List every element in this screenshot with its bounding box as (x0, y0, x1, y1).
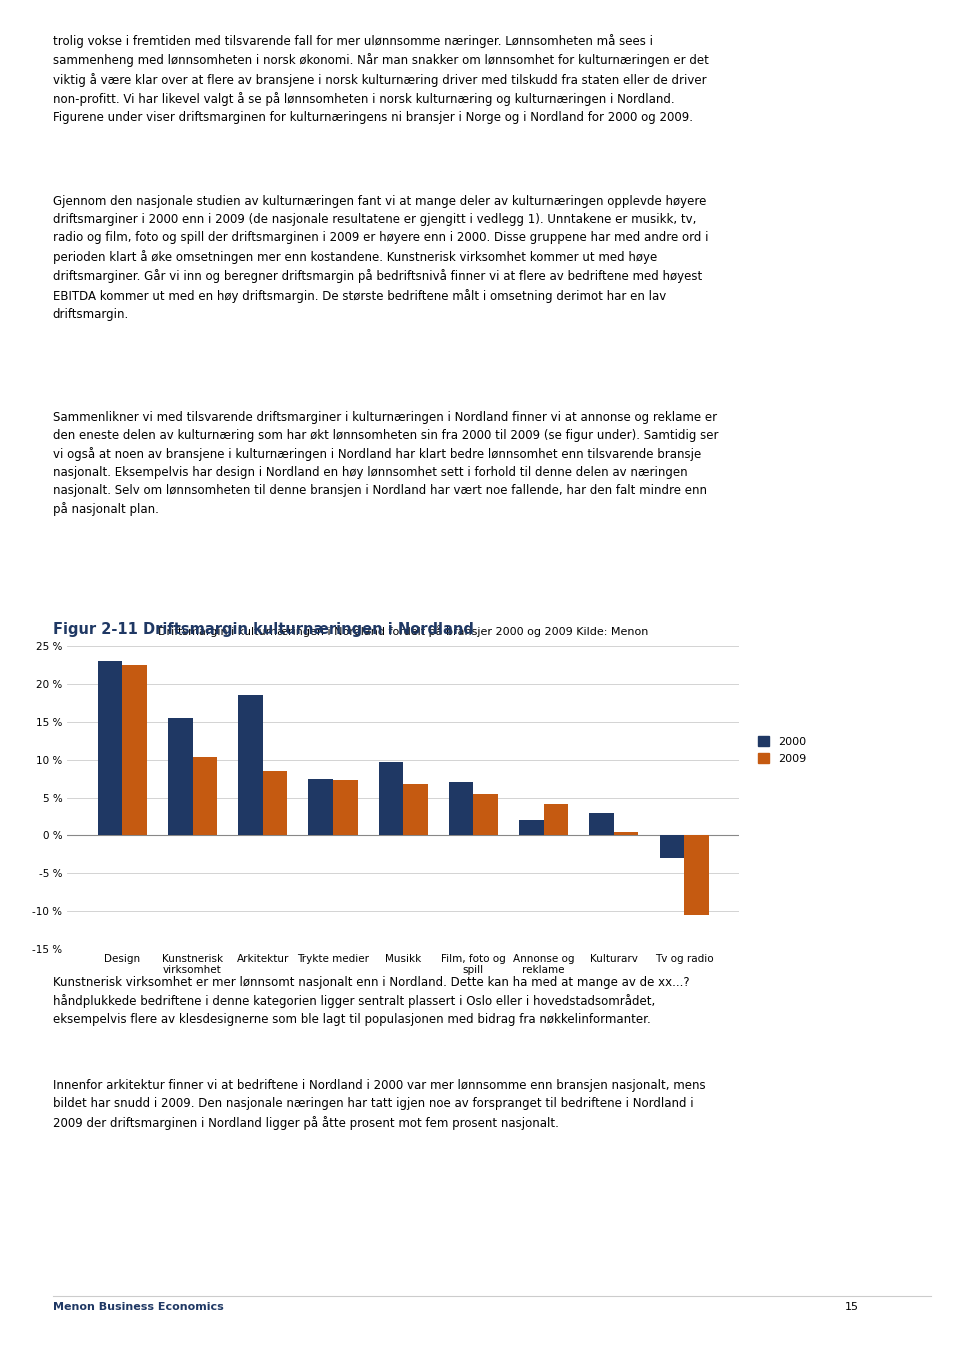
Bar (333, 781, 357, 836)
Text: Innenfor arkitektur finner vi at bedriftene i Nordland i 2000 var mer lønnsomme : Innenfor arkitektur finner vi at bedrift… (53, 1079, 706, 1129)
Bar (378, 762, 403, 836)
Text: Kunstnerisk virksomhet er mer lønnsomt nasjonalt enn i Nordland. Dette kan ha me: Kunstnerisk virksomhet er mer lønnsomt n… (53, 976, 689, 1026)
Bar (449, 782, 473, 836)
Bar (519, 820, 543, 836)
Text: Gjennom den nasjonale studien av kulturnæringen fant vi at mange deler av kultur: Gjennom den nasjonale studien av kulturn… (53, 195, 708, 320)
Text: Figur 2-11 Driftsmargin kulturnæringen i Nordland: Figur 2-11 Driftsmargin kulturnæringen i… (53, 622, 473, 637)
Text: 15: 15 (845, 1303, 859, 1312)
Bar (543, 804, 568, 836)
Bar (263, 771, 287, 836)
Bar (238, 696, 263, 836)
Bar (589, 813, 613, 836)
Bar (684, 836, 708, 915)
Bar (473, 794, 498, 836)
Bar (660, 836, 684, 859)
Bar (98, 661, 122, 836)
Bar (613, 832, 638, 836)
Text: Sammenlikner vi med tilsvarende driftsmarginer i kulturnæringen i Nordland finne: Sammenlikner vi med tilsvarende driftsma… (53, 411, 718, 517)
Text: Menon Business Economics: Menon Business Economics (53, 1303, 224, 1312)
Bar (122, 665, 147, 836)
Bar (403, 783, 428, 836)
Bar (168, 717, 193, 836)
Text: Rapport: Rapport (879, 1315, 930, 1326)
Bar (308, 778, 333, 836)
Legend: 2000, 2009: 2000, 2009 (758, 736, 806, 763)
Bar (193, 758, 217, 836)
Text: trolig vokse i fremtiden med tilsvarende fall for mer ulønnsomme næringer. Lønns: trolig vokse i fremtiden med tilsvarende… (53, 34, 708, 124)
Title: Driftsmargin i kulturnæringen i Nordland fordelt på bransjer 2000 og 2009 Kilde:: Driftsmargin i kulturnæringen i Nordland… (158, 625, 648, 637)
